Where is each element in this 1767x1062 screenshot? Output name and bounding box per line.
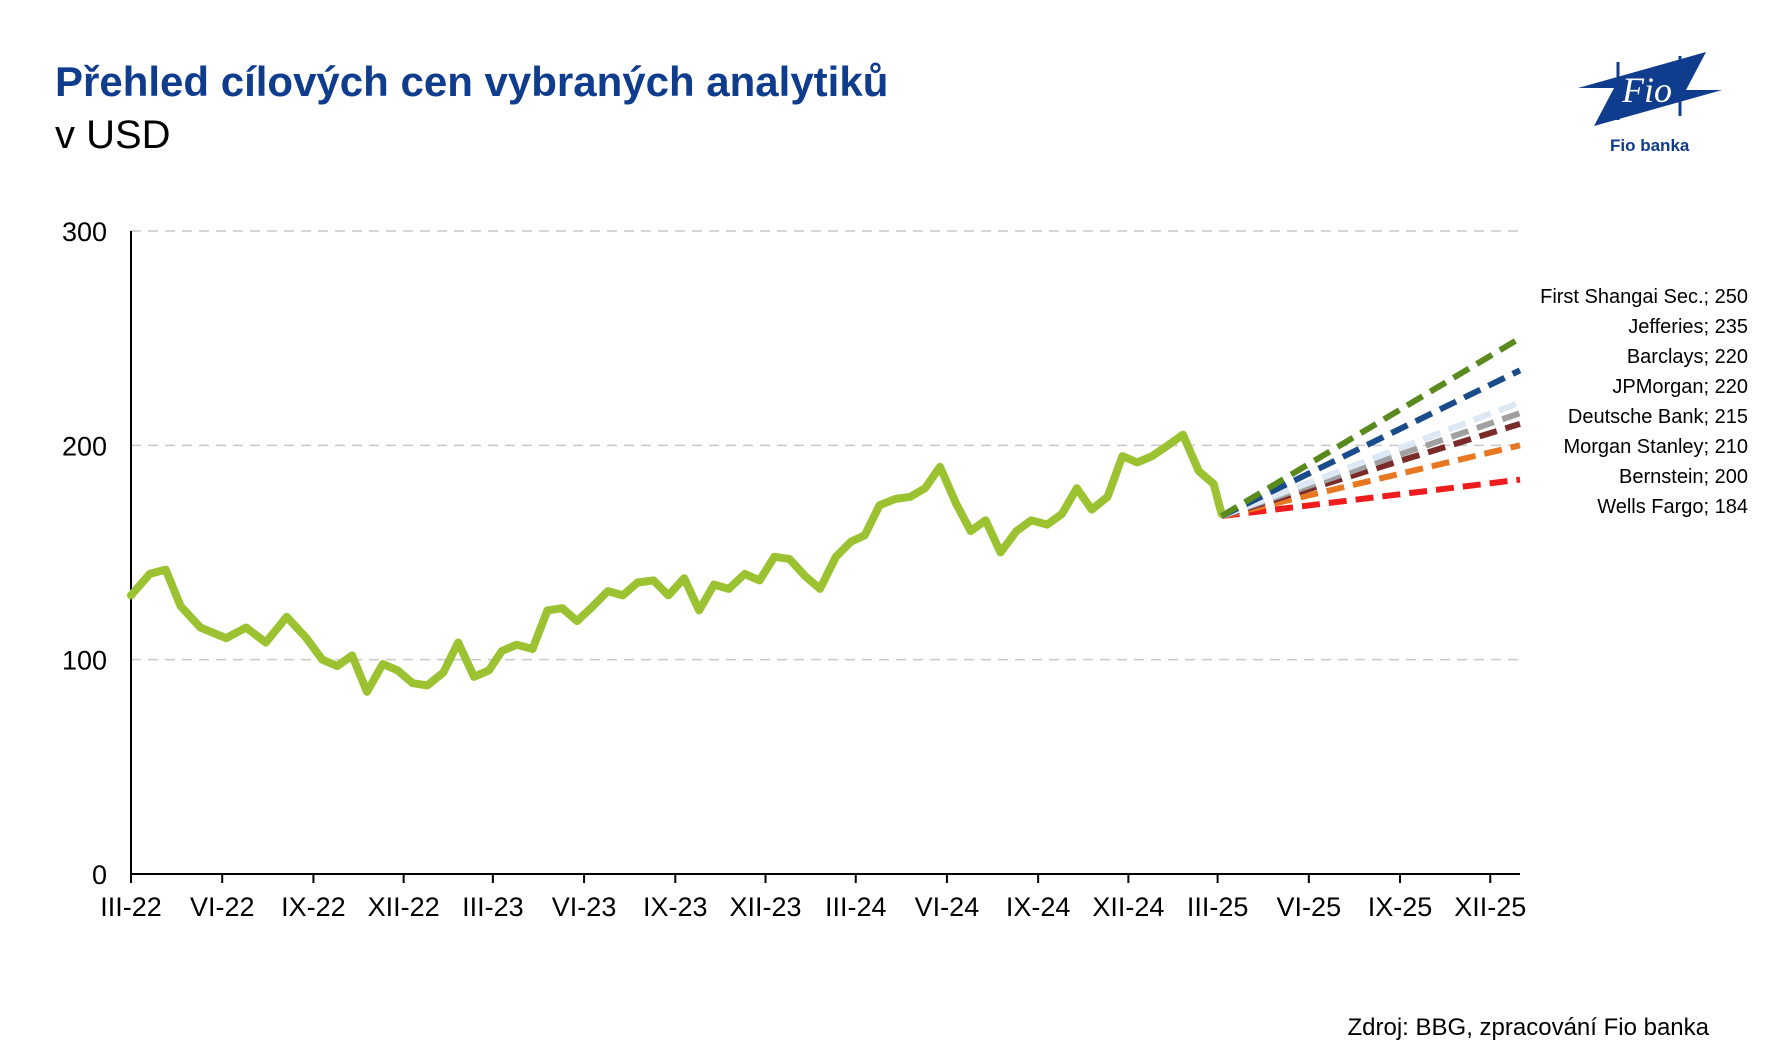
y-axis-ticks: 0 100 200 300	[62, 217, 107, 890]
x-axis-ticks: III-22 VI-22 IX-22 XII-22 III-23 VI-23 IX-23 XI…	[100, 874, 1526, 922]
target-label: Morgan Stanley; 210	[1563, 436, 1748, 458]
target-label: First Shangai Sec.; 250	[1540, 286, 1748, 308]
x-tick-label: III-23	[462, 892, 524, 922]
target-line-jefferies	[1220, 367, 1522, 519]
y-tick-label: 100	[62, 646, 107, 676]
series-group	[127, 335, 1522, 696]
target-label: Bernstein; 200	[1619, 466, 1748, 488]
target-label: JPMorgan; 220	[1612, 376, 1748, 398]
target-line-wells-fargo	[1221, 476, 1521, 520]
logo-mark-text: Fio	[1621, 70, 1672, 110]
x-tick-label: III-22	[100, 892, 162, 922]
logo-mark-shape	[1578, 52, 1722, 126]
target-line-first-shangai-sec	[1220, 335, 1522, 519]
y-tick-label: 300	[62, 217, 107, 247]
x-tick-label: IX-24	[1006, 892, 1071, 922]
gridlines	[131, 230, 1520, 661]
target-line-morgan-stanley	[1220, 421, 1521, 519]
y-tick-label: 0	[92, 860, 107, 890]
target-label: Wells Fargo; 184	[1597, 496, 1748, 518]
x-tick-label: XII-25	[1454, 892, 1526, 922]
logo-text: Fio banka	[1610, 136, 1690, 155]
price-line	[127, 430, 1226, 696]
target-line-bernstein	[1220, 442, 1521, 519]
x-tick-label: XII-23	[729, 892, 801, 922]
x-tick-label: XII-22	[368, 892, 440, 922]
fio-logo: Fio	[1578, 52, 1722, 126]
x-tick-label: VI-22	[190, 892, 255, 922]
target-labels: First Shangai Sec.; 250 Jefferies; 235 Bar…	[1540, 286, 1748, 518]
source-note: Zdroj: BBG, zpracování Fio banka	[1347, 1014, 1710, 1041]
x-tick-label: III-25	[1187, 892, 1249, 922]
y-tick-label: 200	[62, 431, 107, 461]
chart-subtitle: v USD	[55, 113, 171, 157]
x-tick-label: VI-23	[552, 892, 617, 922]
x-tick-label: XII-24	[1092, 892, 1164, 922]
x-tick-label: VI-25	[1277, 892, 1342, 922]
x-tick-label: IX-22	[281, 892, 346, 922]
x-tick-label: IX-25	[1368, 892, 1433, 922]
target-label: Barclays; 220	[1627, 346, 1748, 368]
x-tick-label: VI-24	[915, 892, 980, 922]
target-label: Deutsche Bank; 215	[1568, 406, 1748, 428]
x-tick-label: III-24	[825, 892, 887, 922]
chart-title: Přehled cílových cen vybraných analytiků	[55, 58, 889, 105]
x-tick-label: IX-23	[643, 892, 708, 922]
axes	[130, 231, 1520, 875]
target-label: Jefferies; 235	[1628, 316, 1748, 338]
